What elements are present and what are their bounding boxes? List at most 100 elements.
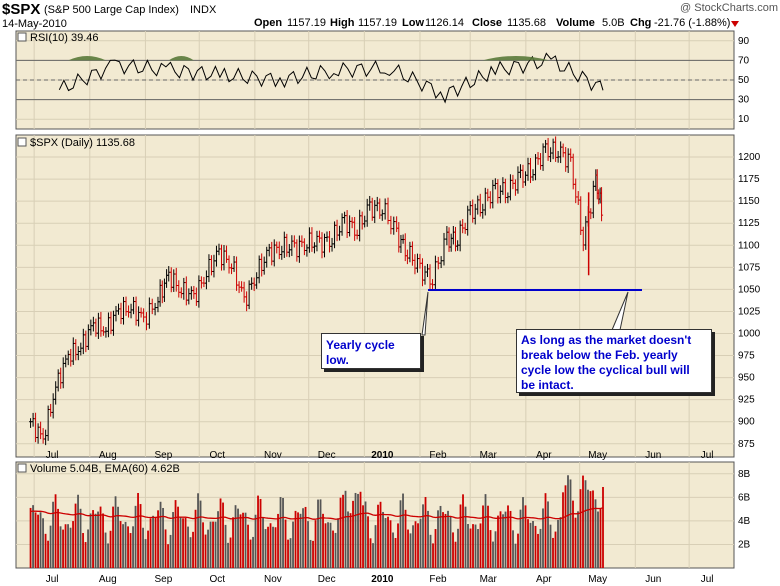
volume-bar bbox=[207, 529, 209, 568]
volume-bar bbox=[142, 527, 144, 568]
price-y-tick-label: 950 bbox=[738, 373, 755, 384]
volume-bar bbox=[412, 525, 414, 568]
volume-bar bbox=[284, 519, 287, 568]
rsi-y-tick-label: 30 bbox=[738, 95, 750, 106]
volume-bar bbox=[42, 518, 44, 568]
price-x-tick-label: Jul bbox=[701, 450, 714, 461]
volume-bar bbox=[499, 511, 502, 568]
volume-bar bbox=[352, 500, 354, 568]
symbol-title: $SPX bbox=[2, 1, 40, 18]
volume-bar bbox=[329, 522, 332, 568]
volume-bar bbox=[524, 505, 527, 568]
volume-bar bbox=[469, 528, 472, 568]
rsi-label-group: RSI(10) 39.46 bbox=[17, 32, 98, 44]
volume-bar bbox=[567, 475, 569, 568]
volume-bar bbox=[144, 539, 147, 568]
volume-bar bbox=[442, 512, 444, 568]
rsi-y-tick-label: 90 bbox=[738, 36, 750, 47]
volume-bar bbox=[382, 511, 384, 568]
volume-bar bbox=[194, 509, 197, 568]
volume-bar bbox=[479, 523, 482, 568]
volume-bar bbox=[562, 492, 564, 568]
volume-bar bbox=[29, 507, 32, 568]
volume-bar bbox=[337, 518, 339, 568]
volume-bar bbox=[82, 533, 84, 568]
volume-bar bbox=[62, 529, 64, 568]
volume-bar bbox=[57, 508, 59, 568]
low-value: 1126.14 bbox=[425, 17, 464, 29]
volume-bar bbox=[504, 511, 507, 568]
high-value: 1157.19 bbox=[358, 17, 397, 29]
price-y-tick-label: 1125 bbox=[738, 218, 760, 229]
volume-bar bbox=[139, 504, 142, 568]
price-x-tick-label: Aug bbox=[99, 450, 117, 461]
volume-bar bbox=[59, 526, 62, 568]
volume-x-tick-label: Jul bbox=[46, 574, 59, 585]
volume-bar bbox=[369, 538, 372, 568]
volume-bar bbox=[367, 516, 369, 568]
volume-bar bbox=[472, 524, 474, 568]
volume-bar bbox=[527, 519, 529, 568]
volume-bar bbox=[234, 505, 237, 568]
bull-note-text: As long as the market doesn't break belo… bbox=[521, 333, 692, 392]
volume-bar bbox=[269, 523, 272, 568]
volume-label-group: Volume 5.04B, EMA(60) 4.62B bbox=[17, 463, 180, 475]
volume-bar bbox=[94, 513, 97, 568]
volume-x-tick-label: Jun bbox=[645, 574, 661, 585]
volume-bar bbox=[577, 511, 579, 568]
volume-bar bbox=[359, 491, 362, 568]
volume-bar bbox=[287, 539, 289, 568]
close-label: Close bbox=[472, 17, 502, 29]
volume-bar bbox=[542, 508, 544, 568]
volume-bar bbox=[304, 506, 307, 568]
volume-bar bbox=[319, 499, 322, 568]
volume-bar bbox=[449, 516, 452, 568]
volume-label: Volume bbox=[556, 17, 595, 29]
volume-bar bbox=[364, 501, 367, 568]
volume-bar bbox=[547, 501, 549, 568]
volume-bar bbox=[39, 512, 42, 568]
volume-bar bbox=[312, 540, 314, 568]
volume-bar bbox=[514, 543, 517, 568]
volume-bar bbox=[377, 504, 379, 568]
volume-bar bbox=[394, 537, 397, 568]
ema-line bbox=[30, 507, 604, 520]
volume-bar bbox=[279, 497, 282, 568]
volume-bar bbox=[34, 512, 37, 568]
high-label: High bbox=[330, 17, 355, 29]
volume-bar bbox=[174, 500, 177, 568]
volume-bar bbox=[87, 529, 89, 568]
price-y-tick-label: 975 bbox=[738, 351, 755, 362]
volume-bar bbox=[32, 505, 34, 568]
volume-bar bbox=[332, 530, 334, 568]
volume-bar bbox=[104, 532, 107, 568]
volume-bar bbox=[199, 500, 202, 568]
volume-bar bbox=[574, 517, 577, 568]
volume-bar bbox=[157, 510, 159, 568]
volume-x-tick-label: Sep bbox=[155, 574, 173, 585]
price-y-tick-label: 900 bbox=[738, 417, 755, 428]
volume-bar bbox=[409, 533, 412, 568]
volume-bar bbox=[362, 505, 364, 568]
volume-bar bbox=[64, 524, 67, 568]
volume-bar bbox=[119, 521, 122, 568]
volume-bar bbox=[217, 511, 219, 568]
price-x-tick-label: Sep bbox=[155, 450, 173, 461]
yearly-low-callout: Yearly cycle low. bbox=[321, 333, 421, 369]
price-y-tick-label: 1150 bbox=[738, 196, 760, 207]
volume-bar bbox=[534, 525, 537, 568]
rsi-overbought-fill bbox=[68, 55, 106, 61]
volume-bar bbox=[324, 523, 327, 568]
volume-bar bbox=[277, 513, 279, 568]
volume-bar bbox=[539, 528, 542, 568]
volume-bar bbox=[219, 498, 222, 568]
volume-bar bbox=[502, 514, 504, 568]
volume-bar bbox=[372, 543, 374, 568]
volume-bar bbox=[69, 527, 72, 568]
volume-bar bbox=[289, 538, 292, 568]
volume-bar bbox=[559, 517, 562, 568]
volume-bar bbox=[84, 542, 87, 568]
volume-bar bbox=[464, 506, 467, 568]
volume-x-tick-label: Jul bbox=[701, 574, 714, 585]
